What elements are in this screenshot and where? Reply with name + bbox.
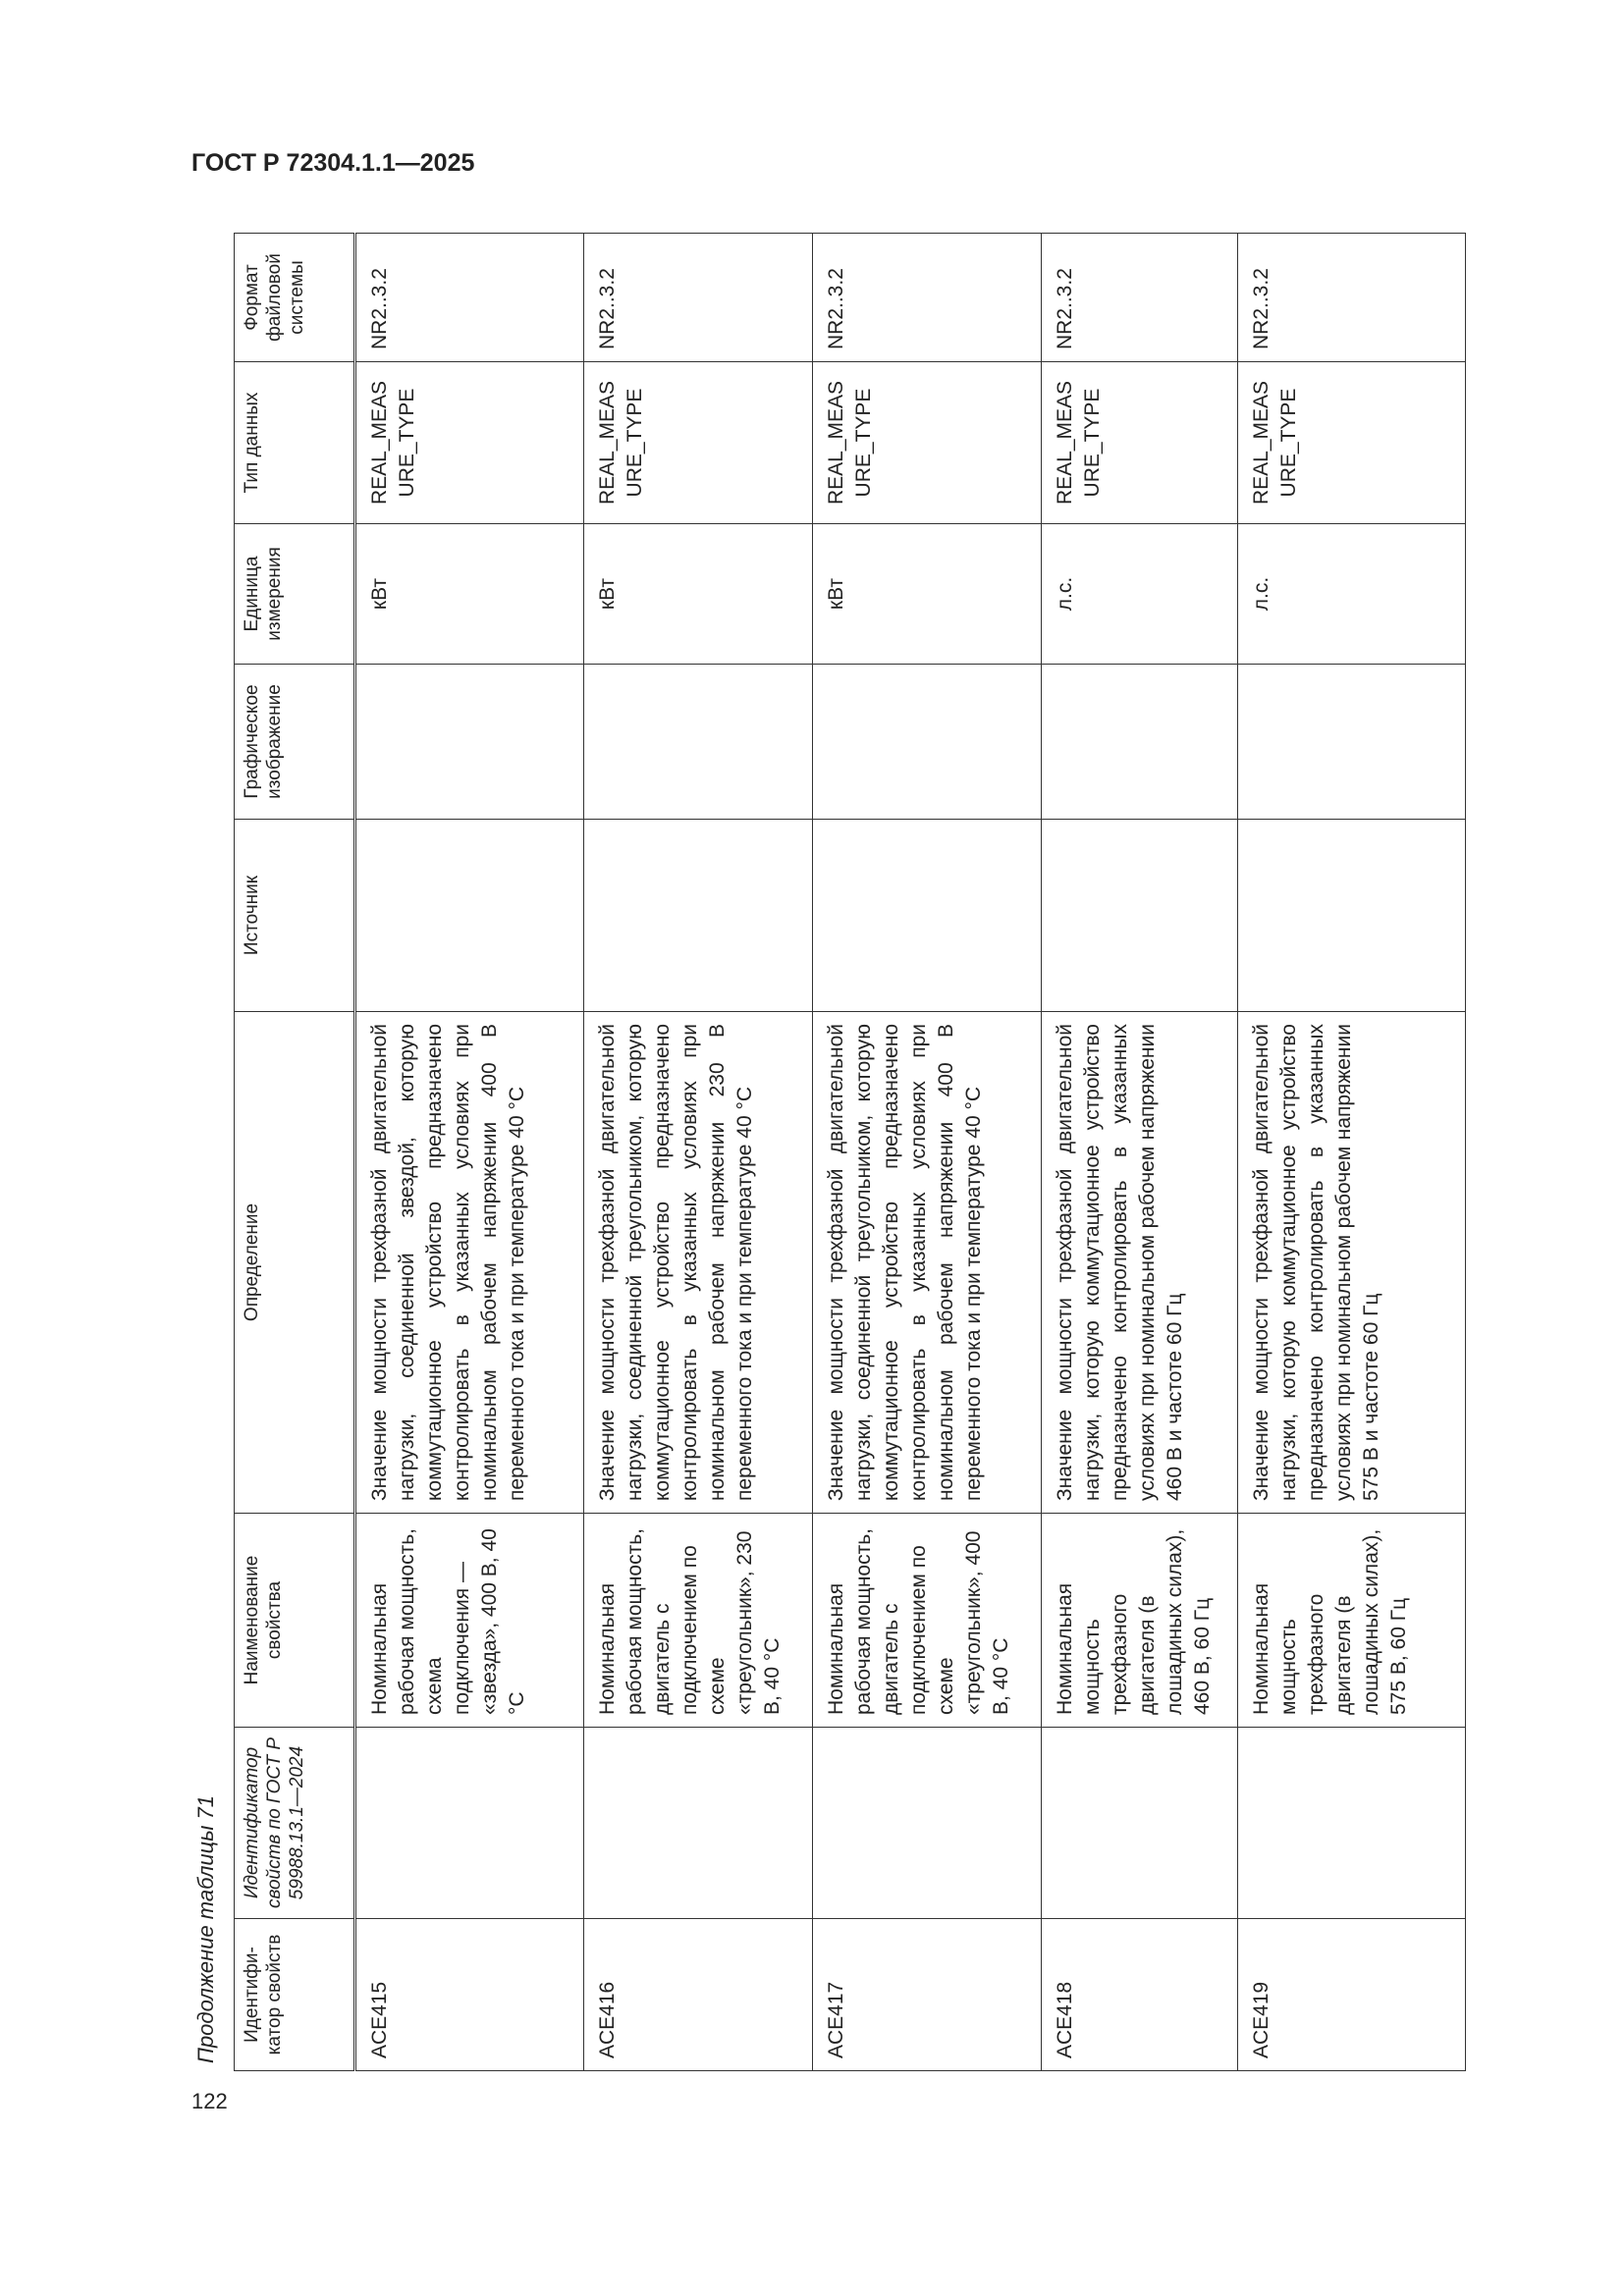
table-cell: ACE415 [354, 1918, 584, 2071]
column-header: Идентифи-катор свойств [234, 1918, 355, 2071]
empty-cell [1041, 819, 1238, 1012]
table-cell: Номинальная рабочая мощность, схема подк… [354, 1513, 584, 1728]
table-cell: REAL_MEASURE_TYPE [1237, 361, 1466, 524]
table-cell: REAL_MEASURE_TYPE [1041, 361, 1238, 524]
table-cell: ACE418 [1041, 1918, 1238, 2071]
table-row: ACE418 Номинальная мощность трехфазного д… [1041, 233, 1238, 2071]
table-cell: Номинальная рабочая мощность, двигатель … [812, 1513, 1042, 1728]
empty-cell [354, 1727, 584, 1919]
table-cell: NR2..3.2 [1041, 233, 1238, 362]
table-cell: ACE416 [583, 1918, 813, 2071]
table-cell: REAL_MEASURE_TYPE [812, 361, 1042, 524]
table-row: ACE419 Номинальная мощность трехфазного д… [1237, 233, 1466, 2071]
rotated-table-block: Продолжение таблицы 71 Идентифи-катор св… [191, 233, 1466, 2071]
empty-cell [812, 664, 1042, 820]
empty-cell [1237, 1727, 1466, 1919]
table-cell: Номинальная рабочая мощность, двигатель … [583, 1513, 813, 1728]
table-cell: л.с. [1237, 523, 1466, 665]
document-header: ГОСТ Р 72304.1.1—2025 [191, 149, 475, 177]
table-caption: Продолжение таблицы 71 [193, 1795, 218, 2063]
table-cell: REAL_MEASURE_TYPE [354, 361, 584, 524]
column-header: Наименование свойства [234, 1513, 355, 1728]
properties-table: Идентифи-катор свойств Идентификатор свой… [234, 233, 1466, 2071]
empty-cell [354, 819, 584, 1012]
column-header: Единица измерения [234, 523, 355, 665]
table-cell: ACE417 [812, 1918, 1042, 2071]
table-cell: Значение мощности трехфазной двигательно… [1041, 1011, 1238, 1514]
table-cell: Значение мощности трехфазной двигательно… [812, 1011, 1042, 1514]
table-cell: NR2..3.2 [583, 233, 813, 362]
empty-cell [583, 664, 813, 820]
table-cell: ACE419 [1237, 1918, 1466, 2071]
table-cell: Номинальная мощность трехфазного двигате… [1041, 1513, 1238, 1728]
table-cell: Значение мощности трехфазной двигательно… [1237, 1011, 1466, 1514]
column-header: Формат файловой системы [234, 233, 355, 362]
table-row: ACE415 Номинальная рабочая мощность, схем… [354, 233, 584, 2071]
table-cell: NR2..3.2 [812, 233, 1042, 362]
table-cell: кВт [583, 523, 813, 665]
empty-cell [1041, 664, 1238, 820]
table-cell: кВт [354, 523, 584, 665]
empty-cell [812, 819, 1042, 1012]
empty-cell [583, 1727, 813, 1919]
column-header: Тип данных [234, 361, 355, 524]
empty-cell [812, 1727, 1042, 1919]
empty-cell [583, 819, 813, 1012]
table-cell: Значение мощности трехфазной двигательно… [354, 1011, 584, 1514]
table-cell: REAL_MEASURE_TYPE [583, 361, 813, 524]
table-cell: л.с. [1041, 523, 1238, 665]
column-header: Идентификатор свойств по ГОСТ Р 59988.13… [234, 1727, 355, 1919]
empty-cell [1237, 664, 1466, 820]
table-cell: NR2..3.2 [354, 233, 584, 362]
page-number: 122 [191, 2089, 228, 2113]
table-row: ACE417 Номинальная рабочая мощность, двиг… [812, 233, 1042, 2071]
empty-cell [354, 664, 584, 820]
header-row: Идентифи-катор свойств Идентификатор свой… [234, 233, 355, 2071]
table-row: ACE416 Номинальная рабочая мощность, двиг… [583, 233, 813, 2071]
table-cell: кВт [812, 523, 1042, 665]
table-cell: Значение мощности трехфазной двигательно… [583, 1011, 813, 1514]
empty-cell [1237, 819, 1466, 1012]
empty-cell [1041, 1727, 1238, 1919]
column-header: Графическое изображение [234, 664, 355, 820]
table-cell: Номинальная мощность трехфазного двигате… [1237, 1513, 1466, 1728]
table-cell: NR2..3.2 [1237, 233, 1466, 362]
column-header: Источник [234, 819, 355, 1012]
column-header: Определение [234, 1011, 355, 1514]
table-body: ACE415 Номинальная рабочая мощность, схем… [354, 233, 1466, 2071]
